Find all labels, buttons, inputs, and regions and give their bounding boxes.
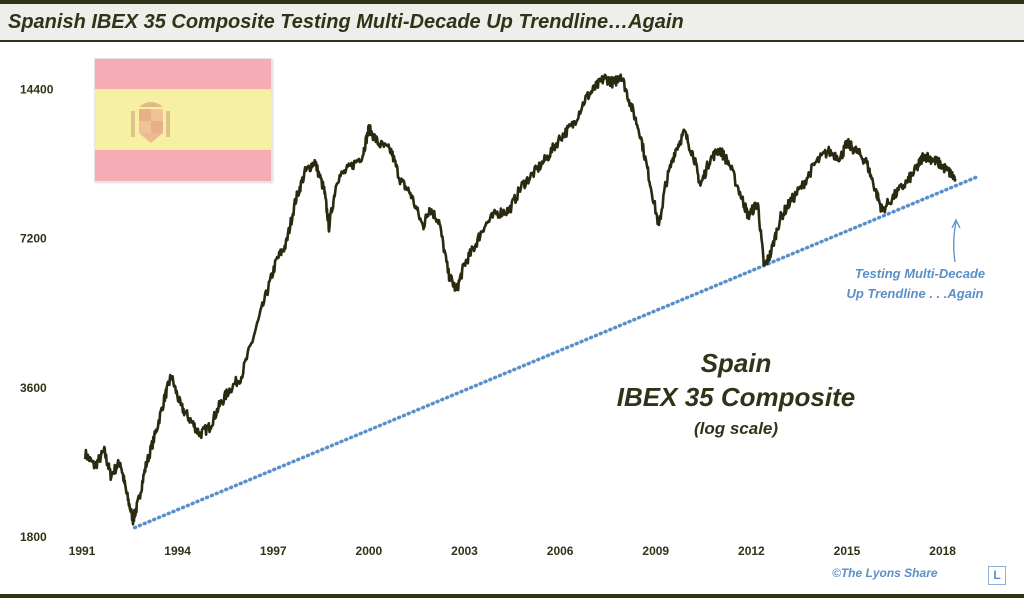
annotation-country: Spain: [701, 348, 772, 378]
x-tick-label: 2009: [642, 544, 669, 558]
flag-yellow-band: [95, 89, 271, 150]
y-tick-label: 1800: [20, 530, 47, 544]
y-tick-label: 3600: [20, 381, 47, 395]
coat-of-arms-icon: [131, 102, 170, 143]
flag-red-bottom: [95, 150, 271, 181]
spain-flag-image: [94, 58, 272, 182]
x-tick-label: 2000: [356, 544, 383, 558]
x-tick-label: 2006: [547, 544, 574, 558]
annotation-index: IBEX 35 Composite: [617, 382, 855, 412]
annotation-trend-line2: Up Trendline . . .Again: [847, 286, 984, 301]
x-tick-label: 2003: [451, 544, 478, 558]
y-tick-label: 14400: [20, 82, 54, 96]
chart-title: Spanish IBEX 35 Composite Testing Multi-…: [8, 11, 684, 33]
trendline: [132, 174, 980, 530]
lyons-share-logo: L: [988, 566, 1006, 585]
arrow-head-icon: [951, 218, 961, 229]
annotation-arrow: [953, 221, 957, 263]
top-border: [0, 0, 1024, 4]
ibex-series-line: [83, 73, 957, 526]
title-bar: Spanish IBEX 35 Composite Testing Multi-…: [0, 4, 1024, 42]
flag-red-top: [95, 59, 271, 89]
chart-area: 1800 3600 7200 14400 1991 1994 1997 2000 2003 200…: [20, 73, 985, 558]
x-tick-label: 1997: [260, 544, 287, 558]
annotation-scale: (log scale): [694, 419, 778, 438]
annotation-trend-line1: Testing Multi-Decade: [855, 266, 985, 281]
flag-graphic: [95, 59, 271, 181]
x-tick-label: 2012: [738, 544, 765, 558]
x-tick-label: 2015: [834, 544, 861, 558]
x-tick-label: 1994: [164, 544, 191, 558]
bottom-border: [0, 594, 1024, 598]
copyright-text: ©The Lyons Share: [832, 566, 938, 580]
x-tick-label: 2018: [929, 544, 956, 558]
x-tick-label: 1991: [69, 544, 96, 558]
y-tick-label: 7200: [20, 232, 47, 246]
